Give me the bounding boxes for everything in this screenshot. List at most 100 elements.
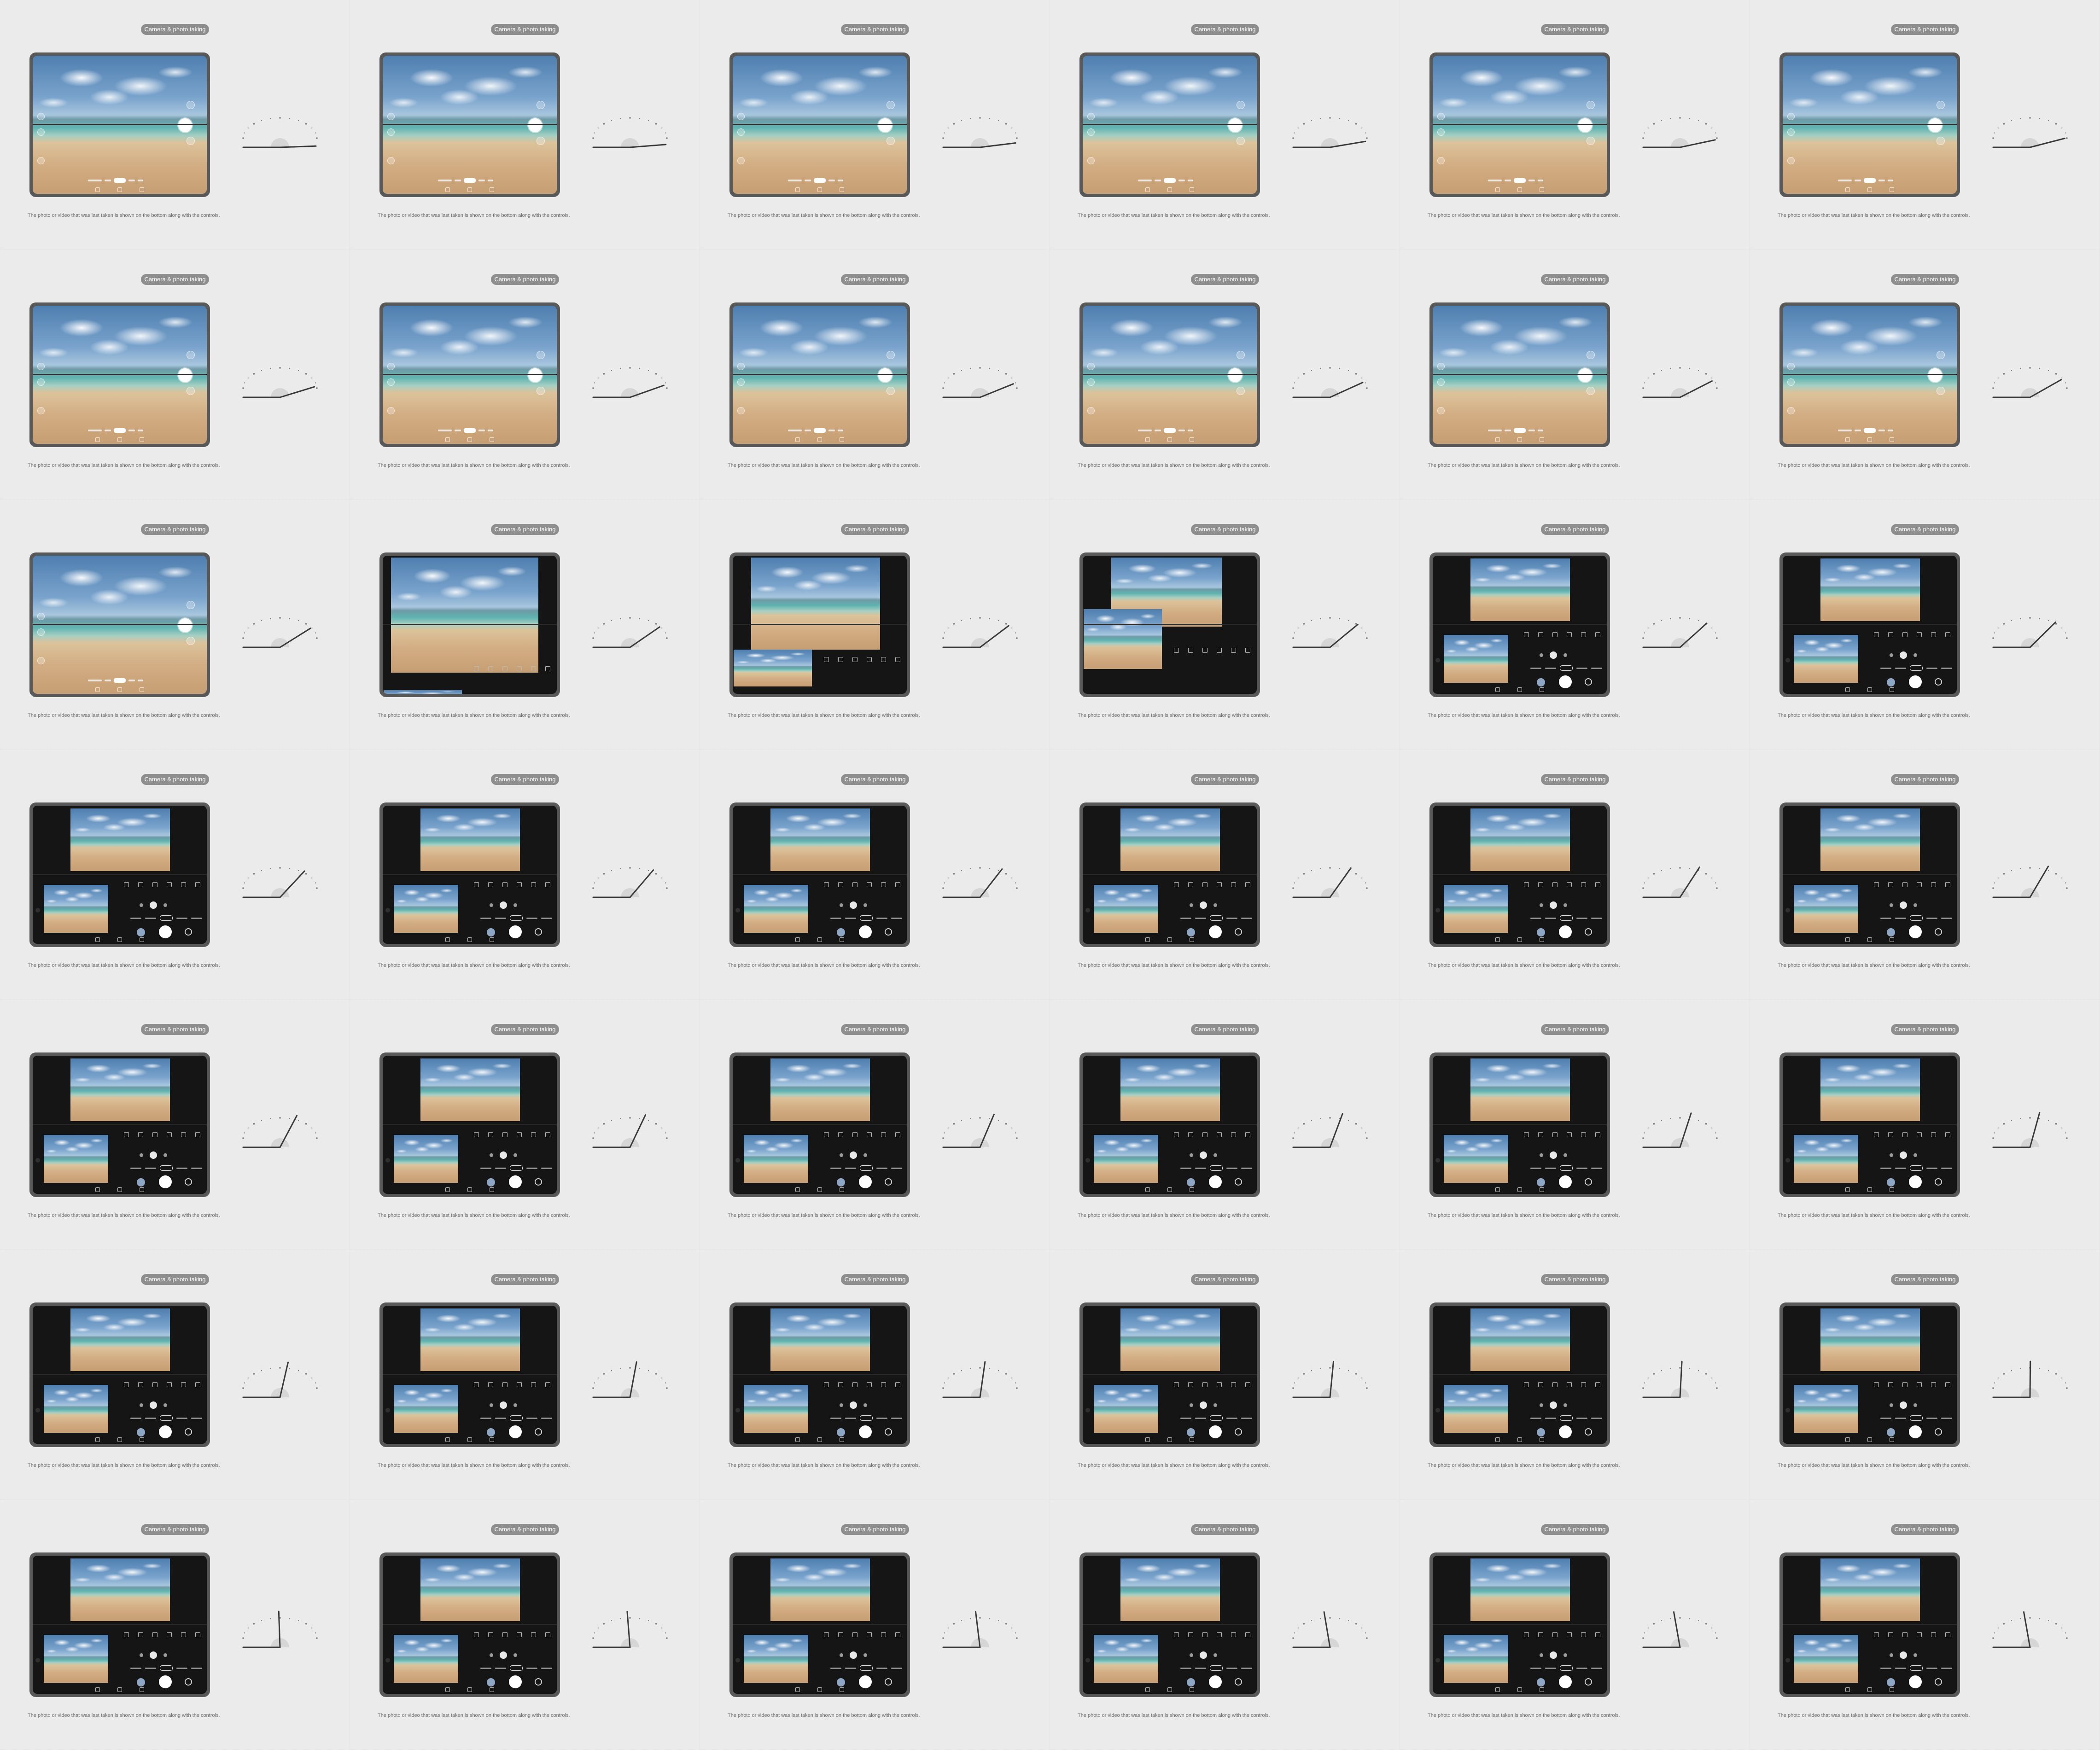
tool-icon[interactable]: [867, 1382, 872, 1387]
mode-tab[interactable]: [1180, 917, 1191, 919]
mode-tab[interactable]: [814, 428, 826, 433]
mode-tab[interactable]: [1538, 180, 1543, 181]
tool-icon[interactable]: [1217, 1632, 1222, 1637]
mode-tab[interactable]: [114, 428, 126, 433]
mode-tab[interactable]: [138, 180, 143, 181]
mode-tab[interactable]: [526, 1417, 537, 1419]
tool-icon[interactable]: [1552, 882, 1558, 887]
tool-icon[interactable]: [838, 1132, 843, 1137]
nav-button-icon[interactable]: [817, 1187, 822, 1192]
shutter-button[interactable]: [178, 368, 192, 382]
tool-icon[interactable]: [824, 1132, 829, 1137]
mode-tab[interactable]: [488, 180, 493, 181]
nav-button-icon[interactable]: [1867, 937, 1872, 942]
mode-tab[interactable]: [526, 917, 537, 919]
tool-icon[interactable]: [1567, 1132, 1572, 1137]
zoom-button[interactable]: [1913, 903, 1917, 907]
mode-tab[interactable]: [1878, 180, 1885, 181]
shutter-button[interactable]: [509, 925, 522, 938]
mode-tab[interactable]: [495, 1417, 506, 1419]
gallery-icon[interactable]: [1937, 101, 1945, 109]
tool-icon[interactable]: [1217, 648, 1222, 653]
shutter-button[interactable]: [878, 118, 892, 132]
flash-icon[interactable]: [737, 378, 745, 386]
gallery-icon[interactable]: [1537, 1178, 1545, 1186]
mode-tab[interactable]: [145, 917, 156, 919]
mode-tab[interactable]: [860, 1415, 873, 1421]
tool-icon[interactable]: [1245, 882, 1250, 887]
zoom-button[interactable]: [1913, 1653, 1917, 1657]
flip-camera-icon[interactable]: [1235, 1178, 1242, 1186]
tool-icon[interactable]: [474, 1632, 479, 1637]
shutter-button[interactable]: [528, 368, 542, 382]
zoom-button[interactable]: [1900, 1151, 1907, 1159]
tool-icon[interactable]: [1174, 648, 1179, 653]
mode-tab[interactable]: [510, 1415, 523, 1421]
tool-icon[interactable]: [1174, 1632, 1179, 1637]
flash-icon[interactable]: [37, 378, 45, 386]
tool-icon[interactable]: [1931, 1132, 1936, 1137]
tool-icon[interactable]: [124, 882, 129, 887]
mode-tab[interactable]: [1226, 1417, 1237, 1419]
zoom-button[interactable]: [1213, 1153, 1217, 1157]
nav-button-icon[interactable]: [1867, 687, 1872, 692]
last-photo-thumbnail[interactable]: [394, 1385, 458, 1433]
zoom-button[interactable]: [850, 901, 857, 909]
zoom-button[interactable]: [1200, 1401, 1207, 1409]
flip-camera-icon[interactable]: [187, 637, 195, 645]
tool-icon[interactable]: [895, 1632, 900, 1637]
shutter-button[interactable]: [1209, 1425, 1222, 1438]
side-control-icon[interactable]: [35, 1158, 40, 1163]
mode-tab[interactable]: [160, 915, 173, 921]
tool-icon[interactable]: [1888, 632, 1893, 637]
flip-camera-icon[interactable]: [535, 1678, 542, 1686]
nav-button-icon[interactable]: [445, 1187, 450, 1192]
tool-icon[interactable]: [545, 882, 550, 887]
nav-button-icon[interactable]: [117, 1687, 122, 1692]
side-control-icon[interactable]: [735, 1658, 740, 1663]
mode-tab[interactable]: [830, 1417, 841, 1419]
timer-icon[interactable]: [37, 407, 45, 414]
zoom-button[interactable]: [1900, 651, 1907, 659]
flip-camera-icon[interactable]: [885, 1428, 892, 1436]
tool-icon[interactable]: [1902, 1382, 1908, 1387]
mode-tab[interactable]: [1591, 1667, 1602, 1669]
nav-button-icon[interactable]: [1167, 437, 1172, 442]
gallery-icon[interactable]: [487, 1178, 495, 1186]
mode-tab[interactable]: [1838, 180, 1852, 181]
gallery-icon[interactable]: [1187, 1178, 1195, 1186]
mode-tab[interactable]: [1178, 430, 1185, 431]
tool-icon[interactable]: [1188, 882, 1193, 887]
mode-tab[interactable]: [1530, 917, 1541, 919]
zoom-button[interactable]: [500, 1651, 507, 1659]
side-control-icon[interactable]: [385, 1658, 390, 1663]
tool-icon[interactable]: [1217, 1382, 1222, 1387]
flip-camera-icon[interactable]: [885, 1678, 892, 1686]
zoom-button[interactable]: [490, 1653, 493, 1657]
nav-button-icon[interactable]: [795, 187, 800, 192]
tool-icon[interactable]: [1202, 1132, 1208, 1137]
mode-tab[interactable]: [1576, 917, 1587, 919]
zoom-button[interactable]: [1200, 1151, 1207, 1159]
flip-camera-icon[interactable]: [1235, 928, 1242, 936]
flip-camera-icon[interactable]: [887, 137, 895, 145]
mode-tab[interactable]: [1241, 917, 1252, 919]
tool-icon[interactable]: [488, 1382, 493, 1387]
zoom-button[interactable]: [163, 1403, 167, 1407]
nav-button-icon[interactable]: [140, 687, 144, 692]
tool-icon[interactable]: [838, 1632, 843, 1637]
zoom-button[interactable]: [1213, 1403, 1217, 1407]
tool-icon[interactable]: [838, 1382, 843, 1387]
gallery-icon[interactable]: [1587, 351, 1595, 359]
mode-tab[interactable]: [1180, 1167, 1191, 1169]
tool-icon[interactable]: [895, 1382, 900, 1387]
tool-icon[interactable]: [1567, 632, 1572, 637]
side-control-icon[interactable]: [1785, 1408, 1790, 1413]
mode-tab[interactable]: [1514, 428, 1526, 433]
flip-camera-icon[interactable]: [187, 137, 195, 145]
nav-button-icon[interactable]: [95, 437, 100, 442]
mode-tab[interactable]: [1505, 430, 1511, 431]
tool-icon[interactable]: [181, 1632, 186, 1637]
tool-icon[interactable]: [895, 1132, 900, 1137]
tool-icon[interactable]: [1552, 1382, 1558, 1387]
